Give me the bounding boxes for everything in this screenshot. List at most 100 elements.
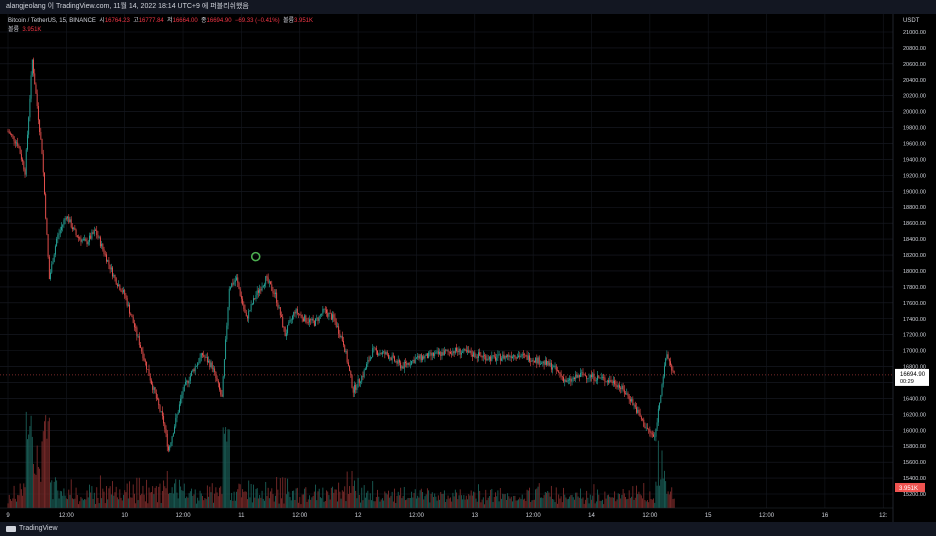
y-tick-label: 20200.00 — [903, 94, 926, 100]
candle-body — [143, 358, 145, 361]
candle-body — [622, 385, 624, 390]
candle-body — [168, 446, 169, 451]
candle-body — [504, 355, 506, 359]
candle-body — [574, 377, 575, 380]
candle-body — [85, 239, 87, 241]
volume-bar — [450, 497, 451, 508]
price-axis: 15200.00 15400.00 15600.00 15800.00 16000.00… — [892, 14, 926, 522]
volume-bar — [614, 491, 616, 508]
footer-bar: TradingView — [0, 522, 936, 536]
volume-bar — [68, 489, 70, 508]
volume-bar — [71, 498, 73, 508]
candle-body — [537, 357, 539, 364]
volume-bar — [490, 489, 492, 508]
candle-body — [152, 384, 154, 390]
volume-bar — [214, 493, 216, 508]
candle-body — [552, 367, 554, 370]
candle-body — [379, 353, 381, 354]
volume-bar — [570, 495, 572, 508]
volume-badge-label: 3.951K — [899, 486, 918, 492]
volume-bar — [595, 501, 597, 508]
candle-body — [319, 314, 321, 316]
volume-bar — [538, 483, 540, 508]
volume-bar — [657, 440, 659, 508]
candle-body — [550, 362, 552, 370]
volume-bar — [477, 484, 479, 508]
volume-bar — [666, 493, 668, 508]
candle-body — [270, 281, 272, 285]
candles — [7, 57, 675, 453]
volume-bar — [418, 497, 420, 508]
candle-body — [482, 355, 484, 358]
volume-bar — [287, 478, 289, 508]
candle-body — [329, 313, 331, 314]
volume-bar — [496, 496, 498, 508]
volume-bar — [240, 497, 242, 508]
volume-bar — [318, 488, 320, 508]
price-chart[interactable]: 15200.00 15400.00 15600.00 15800.00 16000.00… — [0, 14, 936, 522]
volume-bar — [447, 495, 449, 508]
volume-bar — [113, 495, 115, 508]
volume-bar — [225, 427, 227, 508]
candle-body — [442, 352, 444, 356]
candle-body — [245, 312, 247, 317]
volume-bar — [138, 477, 140, 508]
volume-bar — [535, 489, 537, 508]
candle-body — [305, 315, 307, 322]
candle-body — [23, 161, 25, 170]
volume-bar — [146, 479, 148, 508]
y-tick-label: 18000.00 — [903, 269, 926, 275]
candle-body — [476, 356, 478, 358]
candle-body — [47, 234, 49, 257]
volume-bar — [249, 497, 251, 508]
candle-body — [485, 355, 487, 361]
candle-body — [149, 375, 151, 381]
volume-bar — [525, 501, 527, 508]
volume-bar — [144, 501, 146, 508]
volume-bar — [20, 489, 22, 508]
candle-body — [514, 354, 516, 358]
volume-bar — [656, 485, 658, 508]
volume-bar — [552, 498, 554, 508]
legend-low-label: 저 — [167, 18, 173, 24]
volume-bar — [299, 497, 301, 508]
volume-bar — [236, 491, 237, 508]
volume-bar — [170, 492, 172, 508]
volume-bar — [180, 486, 182, 508]
tradingview-logo[interactable]: TradingView — [6, 522, 58, 536]
candle-body — [142, 351, 144, 359]
candle-body — [39, 119, 41, 132]
candle-body — [48, 256, 50, 280]
volume-bar — [391, 491, 393, 508]
chart-area[interactable]: 15200.00 15400.00 15600.00 15800.00 16000.00… — [0, 14, 936, 522]
volume-bar — [493, 497, 495, 508]
volume-bar — [25, 411, 27, 508]
volume-bar — [446, 499, 448, 508]
volume-bar — [518, 499, 520, 508]
candle-body — [361, 375, 363, 382]
candle-body — [110, 267, 112, 270]
candle-body — [298, 313, 299, 315]
volume-bar — [409, 497, 411, 508]
volume-bar — [649, 491, 651, 508]
volume-bar — [555, 487, 557, 508]
volume-bar — [672, 499, 674, 508]
candle-body — [392, 355, 394, 357]
candle-body — [539, 363, 541, 365]
candle-body — [277, 302, 279, 308]
volume-bar — [282, 477, 284, 508]
volume-bar — [205, 499, 207, 508]
candle-body — [584, 374, 586, 376]
candle-body — [615, 384, 617, 386]
volume-bar — [91, 486, 93, 508]
volume-bar — [101, 498, 103, 508]
candle-body — [181, 394, 183, 399]
volume-bar — [115, 486, 117, 508]
volume-bar — [181, 490, 183, 508]
volume-bar — [343, 491, 344, 508]
volume-bar — [479, 490, 481, 508]
volume-bar — [655, 481, 657, 508]
volume-bar — [123, 494, 124, 508]
candle-body — [450, 352, 451, 354]
volume-bar — [364, 497, 366, 508]
